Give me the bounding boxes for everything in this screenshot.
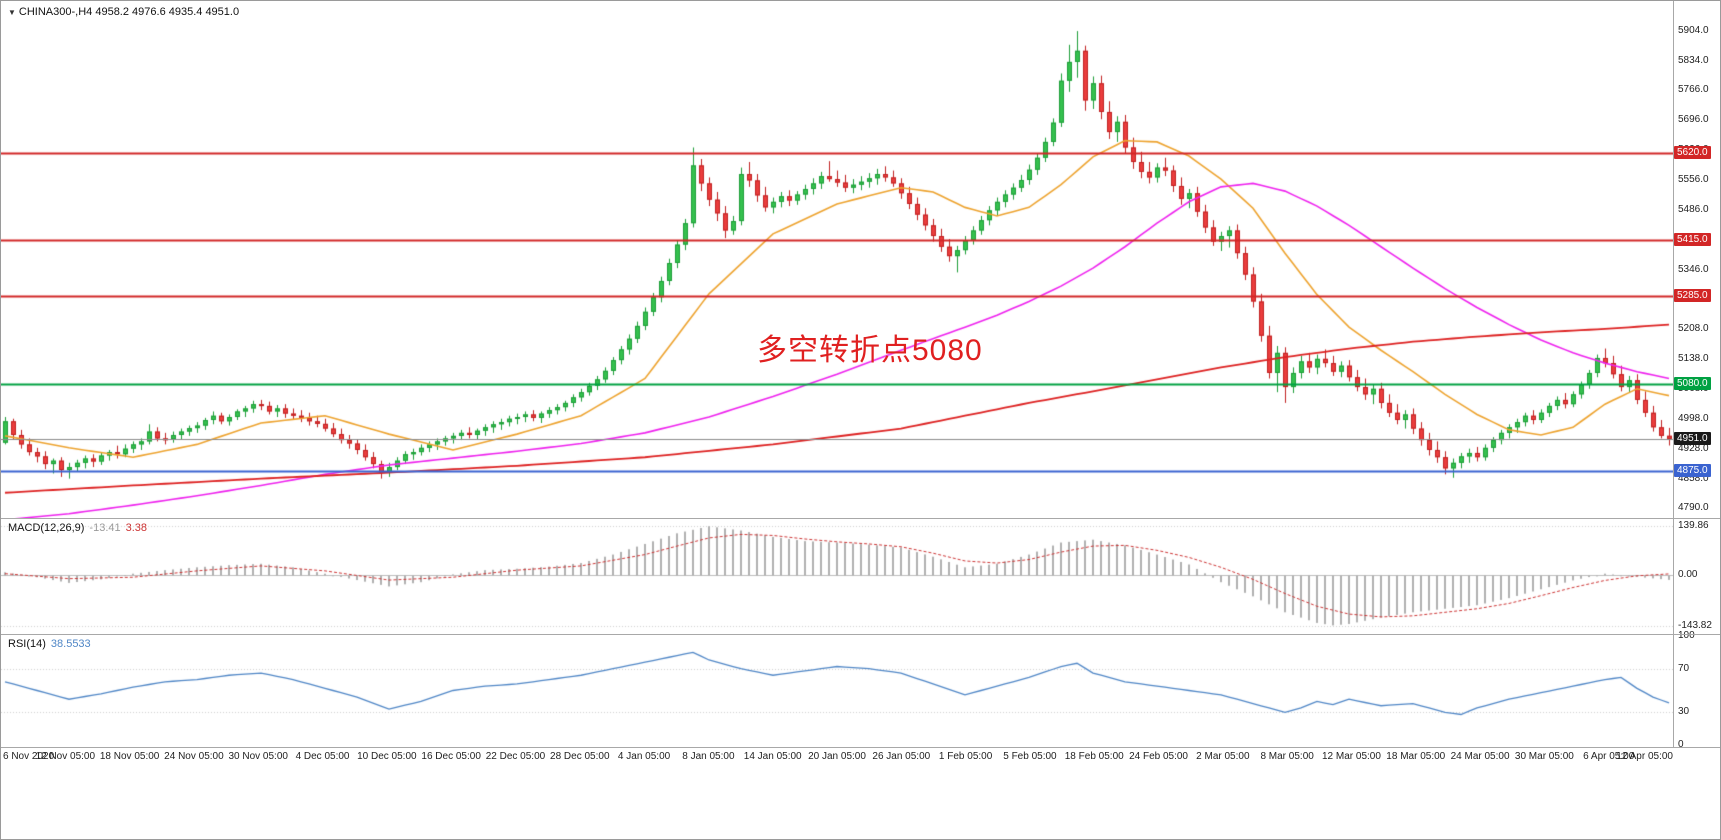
- price-scale-label: 4998.0: [1678, 412, 1709, 424]
- price-scale-label: 5138.0: [1678, 352, 1709, 364]
- time-axis-label: 2 Mar 05:00: [1196, 751, 1250, 762]
- price-scale-label: 4858.0: [1678, 472, 1709, 484]
- price-level-badge: 5620.0: [1674, 145, 1711, 159]
- chart-dropdown-icon[interactable]: ▼: [8, 8, 16, 17]
- time-axis-label: 12 Nov 05:00: [35, 751, 96, 762]
- scale-separator: [1673, 1, 1674, 747]
- rsi-scale-label: 30: [1678, 706, 1690, 718]
- price-level-badge: 5080.0: [1674, 376, 1711, 390]
- time-axis-label: 22 Dec 05:00: [485, 751, 546, 762]
- price-scale-label: 4790.0: [1678, 501, 1709, 513]
- rsi-panel-canvas[interactable]: [1, 634, 1673, 747]
- price-scale-label: 5904.0: [1678, 25, 1709, 37]
- price-level-badge: 4951.0: [1674, 431, 1711, 445]
- rsi-scale-label: 100: [1678, 630, 1695, 641]
- macd-scale-label: 139.86: [1678, 519, 1709, 531]
- macd-panel-canvas[interactable]: [1, 518, 1673, 634]
- rsi-scale-label: 70: [1678, 662, 1690, 674]
- time-axis-label: 26 Jan 05:00: [872, 751, 931, 762]
- price-level-badge: 5285.0: [1674, 288, 1711, 302]
- time-axis-label: 30 Mar 05:00: [1514, 751, 1574, 762]
- time-axis-label: 24 Nov 05:00: [164, 751, 224, 762]
- time-axis-label: 5 Feb 05:00: [1003, 751, 1057, 762]
- time-axis-label: 24 Mar 05:00: [1450, 751, 1510, 762]
- time-axis-label: 24 Feb 05:00: [1129, 751, 1188, 762]
- price-scale-label: 5346.0: [1678, 263, 1709, 275]
- macd-name: MACD(12,26,9): [8, 522, 85, 534]
- price-scale-label: 4928.0: [1678, 442, 1709, 454]
- time-axis-label: 20 Jan 05:00: [808, 751, 866, 762]
- time-axis-label: 14 Jan 05:00: [743, 751, 802, 762]
- macd-indicator-label: MACD(12,26,9) -13.41 3.38: [8, 522, 147, 534]
- panel-separator: [1, 518, 1720, 519]
- macd-scale-label: -143.82: [1678, 620, 1712, 632]
- price-scale-label: 5834.0: [1678, 55, 1709, 67]
- time-axis-label: 16 Dec 05:00: [421, 751, 481, 762]
- time-axis-label: 6 Nov 2020: [3, 751, 55, 762]
- macd-main-value: -13.41: [89, 522, 121, 534]
- price-scale-label: 5208.0: [1678, 322, 1709, 334]
- time-axis-label: 6 Apr 05:00: [1583, 751, 1635, 762]
- macd-signal-value: 3.38: [125, 522, 148, 534]
- time-axis-label: 30 Nov 05:00: [228, 751, 288, 762]
- panel-separator: [1, 634, 1720, 635]
- price-scale-label: 5486.0: [1678, 203, 1709, 215]
- price-level-badge: 5415.0: [1674, 233, 1711, 247]
- time-axis-label: 28 Dec 05:00: [550, 751, 610, 762]
- rsi-indicator-label: RSI(14) 38.5533: [8, 638, 91, 650]
- main-chart-canvas[interactable]: [1, 1, 1673, 518]
- time-axis-label: 18 Nov 05:00: [99, 751, 160, 762]
- time-axis-label: 4 Dec 05:00: [295, 751, 350, 762]
- time-axis-label: 8 Jan 05:00: [682, 751, 735, 762]
- price-scale-label: 5696.0: [1678, 114, 1709, 126]
- time-axis-label: 12 Apr 05:00: [1616, 751, 1673, 762]
- time-axis-label: 8 Mar 05:00: [1260, 751, 1314, 762]
- price-scale-label: 5556.0: [1678, 173, 1709, 185]
- time-axis-label: 18 Mar 05:00: [1386, 751, 1446, 762]
- time-axis-label: 12 Mar 05:00: [1321, 751, 1381, 762]
- price-scale-label: 5766.0: [1678, 84, 1709, 96]
- time-axis-label: 10 Dec 05:00: [357, 751, 417, 762]
- symbol-info-text: CHINA300-,H4 4958.2 4976.6 4935.4 4951.0: [18, 6, 240, 18]
- rsi-name: RSI(14): [8, 638, 46, 650]
- price-level-badge: 4875.0: [1674, 464, 1711, 478]
- time-axis-label: 1 Feb 05:00: [938, 751, 993, 762]
- annotation-text: 多空转折点5080: [757, 334, 983, 367]
- symbol-info-bar: ▼ CHINA300-,H4 4958.2 4976.6 4935.4 4951.…: [8, 6, 239, 18]
- rsi-value: 38.5533: [50, 638, 91, 650]
- panel-separator: [1, 747, 1720, 748]
- time-axis-label: 18 Feb 05:00: [1064, 751, 1124, 762]
- macd-scale-label: 0.00: [1678, 569, 1698, 581]
- rsi-scale-label: 0: [1678, 739, 1684, 750]
- time-axis-label: 4 Jan 05:00: [617, 751, 671, 762]
